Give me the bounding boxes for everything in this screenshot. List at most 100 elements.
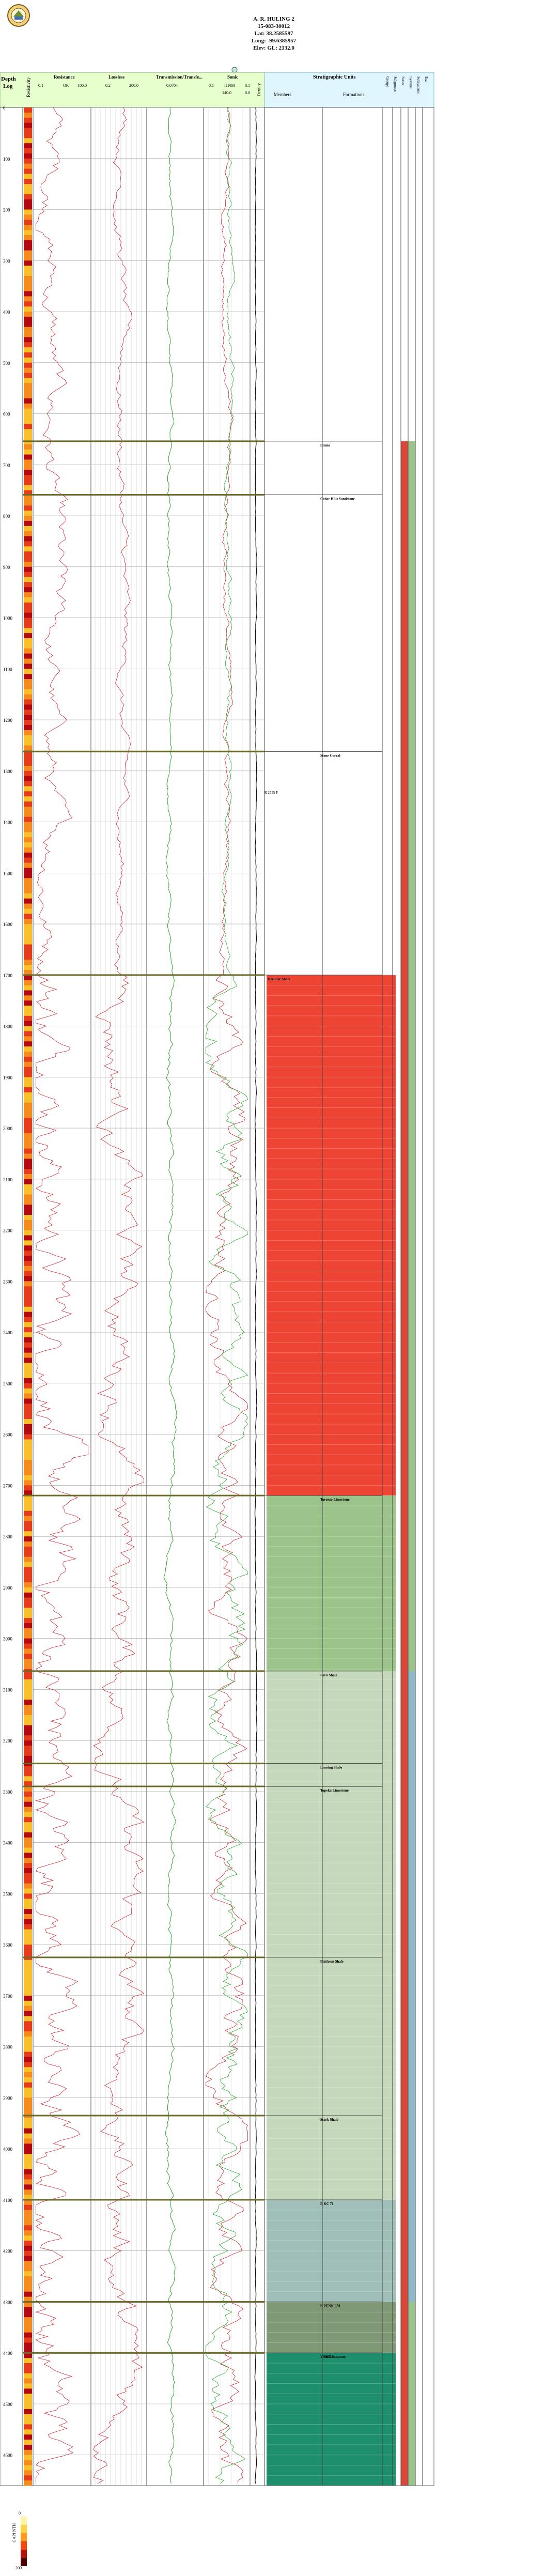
elevation: Elev: GL: 2132.0 (253, 45, 294, 51)
zoom-indicator-icon[interactable]: + (231, 67, 238, 73)
depth-tick-label: 3500 (3, 1891, 13, 1896)
log-heatmap-cell (24, 1000, 32, 1006)
log-heatmap-cell (24, 1373, 32, 1379)
log-heatmap-cell (24, 2317, 32, 2323)
log-heatmap-cell (24, 2133, 32, 2139)
log-heatmap-cell (24, 2057, 32, 2062)
log-heatmap-cell (24, 2031, 32, 2037)
log-heatmap-cell (24, 990, 32, 996)
latitude: Lat: 38.2585597 (254, 30, 293, 37)
log-heatmap-cell (24, 1551, 32, 1557)
log-heatmap-cell (24, 1689, 32, 1695)
log-heatmap-cell (24, 2158, 32, 2165)
log-heatmap-cell (24, 1746, 32, 1751)
log-heatmap-cell (24, 1102, 32, 1108)
log-heatmap-cell (24, 520, 32, 527)
log-heatmap-cell (24, 1648, 32, 1654)
log-heatmap-cell (24, 1817, 32, 1823)
log-heatmap-cell (24, 2465, 32, 2471)
log-heatmap-cell (24, 2322, 32, 2328)
log-heatmap-cell (24, 664, 32, 669)
log-heatmap-cell (24, 674, 32, 680)
log-heatmap-cell (24, 1056, 32, 1062)
log-heatmap-cell (24, 2204, 32, 2211)
log-heatmap-cell (24, 465, 32, 470)
log-heatmap-cell (24, 2103, 32, 2108)
log-heatmap-cell (24, 740, 32, 746)
log-heatmap-cell (24, 699, 32, 705)
log-heatmap-cell (24, 724, 32, 731)
log-heatmap-cell (24, 832, 32, 838)
log-heatmap-cell (24, 424, 32, 429)
formation-top-label: Bern Shale (320, 1673, 337, 1677)
log-heatmap-cell (24, 1159, 32, 1164)
log-heatmap-cell (24, 1358, 32, 1363)
legend-max: 200 (15, 2566, 22, 2570)
log-heatmap-cell (24, 1470, 32, 1476)
log-heatmap-cell (24, 1602, 32, 1608)
log-heatmap-cell (24, 1332, 32, 1338)
depth-tick-label: 2300 (3, 1279, 13, 1284)
transmission-track-title: Transmission/Transfe... (156, 74, 203, 80)
formation-top-label: Heebner Shale (268, 977, 290, 981)
depth-tick-label: 2800 (3, 1534, 13, 1539)
log-heatmap-cell (24, 2327, 32, 2333)
log-heatmap-cell (24, 883, 32, 889)
log-heatmap-cell (24, 148, 32, 154)
log-heatmap-cell (24, 1613, 32, 1618)
log-heatmap-cell (24, 2399, 32, 2404)
log-heatmap-cell (24, 245, 32, 251)
log-heatmap-cell (24, 352, 32, 358)
log-heatmap-cell (24, 1781, 32, 1787)
log-heatmap-cell (24, 1189, 32, 1195)
log-heatmap-cell (24, 429, 32, 435)
log-heatmap-cell (24, 398, 32, 404)
log-heatmap-cell (24, 214, 32, 220)
log-heatmap-cell (24, 1705, 32, 1710)
log-heatmap-cell (24, 1914, 32, 1920)
log-heatmap-cell (24, 602, 32, 608)
log-heatmap-cell (24, 1899, 32, 1904)
log-heatmap-cell (24, 1475, 32, 1481)
system-column (401, 441, 408, 2486)
log-heatmap-cell (24, 658, 32, 664)
log-heatmap-cell (24, 1230, 32, 1236)
log-heatmap-cell (24, 1694, 32, 1700)
log-heatmap-cell (24, 1113, 32, 1118)
track-frame (146, 107, 204, 2486)
colorbar-swatch (21, 2533, 27, 2541)
depth-tick-label: 4400 (3, 2351, 13, 2356)
depth-tick-label: 4500 (3, 2402, 13, 2407)
formation-top-label: Topeka Limestone (320, 1788, 349, 1793)
log-heatmap-cell (24, 2164, 32, 2170)
log-heatmap-cell (24, 965, 32, 970)
formation-top-label: Toronto Limestone (320, 1498, 350, 1502)
log-heatmap-cell (24, 275, 32, 282)
log-heatmap-cell (24, 786, 32, 792)
log-heatmap-cell (24, 2296, 32, 2302)
log-heatmap-cell (24, 2414, 32, 2420)
members-title: Members (274, 92, 291, 97)
log-heatmap-cell (24, 1107, 32, 1113)
strat-column-label: Groups (385, 76, 390, 87)
depth-tick-label: 3800 (3, 2045, 13, 2050)
strat-zones-layer (267, 441, 415, 2486)
log-heatmap-cell (24, 643, 32, 649)
log-heatmap-cell (24, 2394, 32, 2399)
log-heatmap-cell (24, 230, 32, 236)
log-heatmap-cell (24, 903, 32, 909)
formation-top-label: Platform Shale (320, 1960, 344, 1964)
formation-top-label: Stone Corral (320, 753, 340, 758)
log-heatmap-cell (24, 720, 32, 726)
api-number: 15-083-30012 (257, 23, 290, 29)
log-heatmap-cell (24, 209, 32, 215)
log-heatmap-cell (24, 1796, 32, 1802)
depth-tick-label: 100 (3, 157, 10, 162)
log-heatmap-cell (24, 2245, 32, 2251)
depth-tick-label: 0 (3, 105, 6, 111)
resistance-scale-unit: OR (63, 83, 69, 88)
log-heatmap-cell (24, 1143, 32, 1149)
log-title: Log (3, 83, 13, 89)
log-heatmap-cell (24, 1842, 32, 1848)
depth-tick-label: 2600 (3, 1432, 13, 1438)
